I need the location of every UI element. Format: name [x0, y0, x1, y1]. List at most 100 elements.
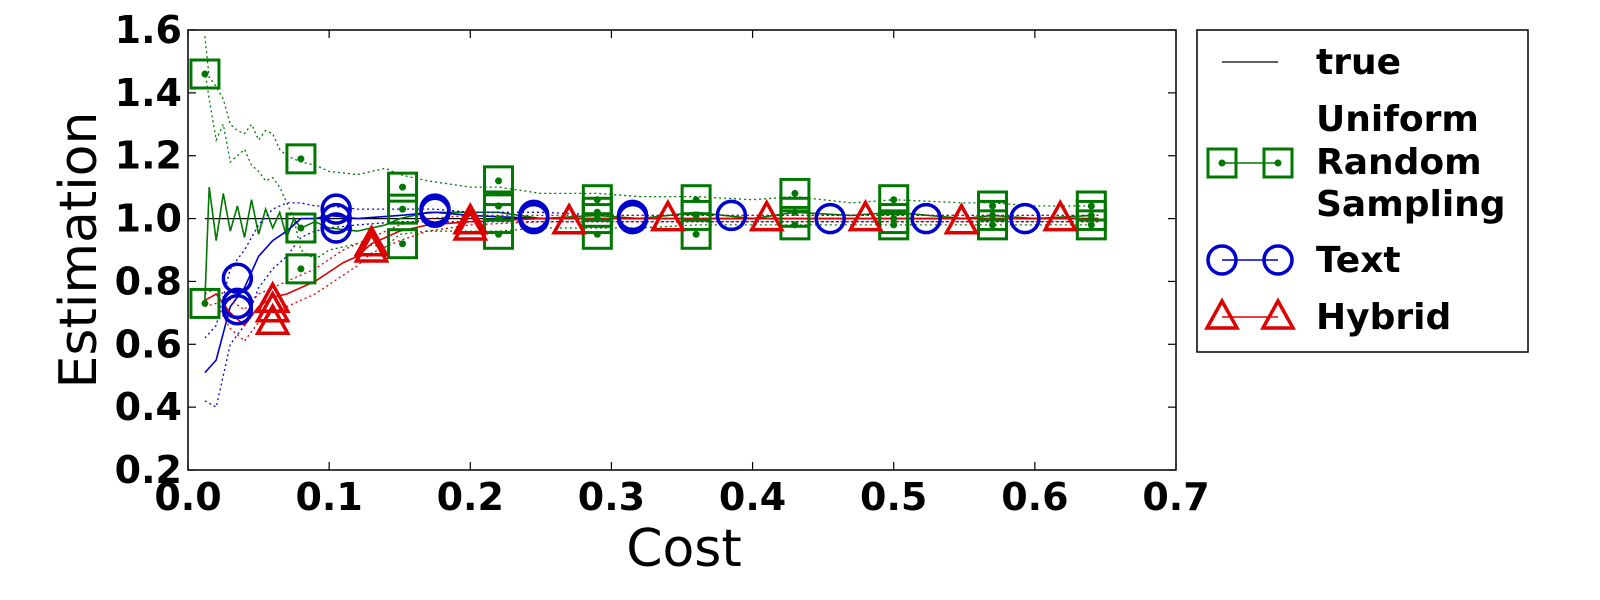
- uniform-random-sampling-marker-30: [1075, 209, 1107, 241]
- uniform-random-sampling-marker-19: [779, 177, 811, 209]
- uniform-random-sampling-marker-19-dot: [791, 189, 799, 197]
- x-tick-label-2: 0.2: [437, 475, 504, 519]
- hybrid-marker-4: [353, 230, 390, 263]
- uniform-random-sampling-marker-28-dot: [1087, 202, 1095, 210]
- text-marker-15: [1009, 202, 1041, 235]
- uniform-random-sampling-marker-22: [878, 184, 910, 216]
- uniform-random-sampling-marker-6-box: [387, 193, 419, 225]
- plot-frame: [187, 29, 1177, 471]
- y-tick-label-3: 0.8: [115, 259, 182, 303]
- legend-marker-uniform-random-sampling-a: [1206, 147, 1238, 179]
- text-marker-3: [320, 193, 352, 225]
- uniform-random-sampling-marker-13-dot: [593, 208, 601, 216]
- uniform-random-sampling-marker-27-box: [977, 209, 1009, 241]
- uniform-random-sampling-marker-23-dot: [890, 215, 898, 223]
- hybrid-marker-8: [649, 198, 686, 232]
- uniform-random-sampling-marker-27-dot: [989, 221, 997, 229]
- legend-label-text: Text: [1316, 240, 1401, 281]
- text-marker-2: [221, 293, 254, 326]
- uniform-random-sampling-marker-0-dot: [201, 70, 209, 78]
- y-axis-label: Estimation: [49, 112, 109, 389]
- y-tick-label-0: 0.2: [115, 448, 182, 492]
- uniform-random-sampling-marker-18: [680, 218, 712, 250]
- uniform-random-sampling-marker-21-dot: [791, 221, 799, 229]
- legend-label-random: Random: [1316, 142, 1482, 183]
- uniform-random-sampling-line: [204, 186, 1092, 301]
- uniform-random-sampling-marker-6-dot: [399, 205, 407, 213]
- x-tick-label-3: 0.3: [578, 475, 645, 519]
- legend-marker-hybrid-b: [1260, 297, 1296, 330]
- text-marker-13: [814, 202, 846, 235]
- hybrid-marker-10: [847, 198, 884, 232]
- uniform-random-sampling-marker-4: [285, 253, 317, 285]
- hybrid-lower-bound: [204, 221, 1099, 343]
- hybrid-marker-9: [748, 198, 785, 232]
- y-tick-label-7: 1.6: [115, 8, 182, 52]
- uniform-random-sampling-marker-4-box: [285, 253, 317, 285]
- uniform-random-sampling-marker-30-dot: [1087, 221, 1095, 229]
- x-axis-label: Cost: [626, 519, 742, 579]
- uniform-random-sampling-marker-0: [189, 58, 221, 90]
- legend: true Uniform Random Sampling Text Hybrid: [1196, 29, 1529, 353]
- text-marker-9: [518, 202, 550, 235]
- uniform-random-sampling-marker-0-box: [189, 58, 221, 90]
- y-tick-label-1: 0.4: [115, 385, 182, 429]
- uniform-random-sampling-marker-8-dot: [495, 177, 503, 185]
- uniform-random-sampling-marker-5-box: [387, 171, 419, 203]
- axes: 0.0 0.1 0.2 0.3 0.4 0.5 0.6 0.7 0.2 0.4 0.6 0.8 1.0 1…: [115, 8, 1210, 519]
- legend-marker-uniform-random-sampling-a-dot: [1218, 159, 1226, 167]
- uniform-random-sampling-marker-24-dot: [890, 221, 898, 229]
- uniform-random-sampling-marker-29-dot: [1087, 211, 1095, 219]
- uniform-random-sampling-upper-bound: [204, 36, 1092, 207]
- legend-marker-text-b: [1262, 244, 1294, 276]
- uniform-random-sampling-marker-25-dot: [989, 202, 997, 210]
- hybrid-marker-7: [551, 202, 588, 235]
- plot-area: [189, 36, 1107, 409]
- text-marker-11: [616, 202, 649, 235]
- uniform-random-sampling-marker-8-box: [483, 165, 515, 197]
- uniform-random-sampling-marker-7: [387, 228, 419, 260]
- uniform-random-sampling-marker-7-dot: [399, 240, 407, 248]
- y-tick-label-4: 1.0: [115, 197, 182, 241]
- uniform-random-sampling-marker-19-box: [779, 177, 811, 209]
- hybrid-marker-0: [254, 280, 291, 314]
- y-tick-label-5: 1.2: [115, 134, 182, 178]
- uniform-random-sampling-marker-7-box: [387, 228, 419, 260]
- hybrid-marker-3: [353, 224, 390, 257]
- uniform-random-sampling-marker-3: [285, 212, 317, 244]
- text-lower-bound: [204, 221, 1099, 409]
- uniform-random-sampling-marker-22-dot: [890, 196, 898, 204]
- y-tick-label-6: 1.4: [115, 71, 182, 115]
- legend-label-sampling: Sampling: [1316, 184, 1506, 225]
- x-tick-label-6: 0.6: [1001, 475, 1068, 519]
- hybrid-marker-12: [1042, 198, 1079, 232]
- uniform-random-sampling-marker-27: [977, 209, 1009, 241]
- uniform-random-sampling-marker-15-dot: [593, 230, 601, 238]
- uniform-random-sampling-marker-2: [285, 143, 317, 175]
- legend-label-hybrid: Hybrid: [1316, 297, 1451, 338]
- x-tick-label-7: 0.7: [1142, 475, 1209, 519]
- uniform-random-sampling-marker-1-dot: [201, 299, 209, 307]
- legend-marker-uniform-random-sampling-b-dot: [1274, 159, 1282, 167]
- x-tick-label-0: 0.0: [154, 475, 221, 519]
- hybrid-marker-5: [452, 202, 489, 235]
- uniform-random-sampling-marker-2-box: [285, 143, 317, 175]
- uniform-random-sampling-marker-17: [680, 199, 712, 231]
- y-tick-label-2: 0.6: [115, 322, 182, 366]
- uniform-random-sampling-marker-11: [483, 218, 515, 250]
- uniform-random-sampling-marker-30-box: [1075, 209, 1107, 241]
- uniform-random-sampling-marker-17-dot: [692, 211, 700, 219]
- hybrid-line: [204, 217, 1099, 327]
- text-marker-5: [320, 212, 352, 244]
- legend-label-uniform: Uniform: [1316, 99, 1479, 140]
- legend-marker-uniform-random-sampling-b: [1262, 147, 1294, 179]
- uniform-random-sampling-marker-3-box: [285, 212, 317, 244]
- hybrid-marker-1: [254, 290, 291, 323]
- legend-marker-text-a: [1206, 244, 1238, 276]
- hybrid-marker-11: [943, 202, 980, 235]
- uniform-random-sampling-marker-15: [581, 218, 613, 250]
- legend-label-true: true: [1316, 42, 1401, 83]
- hybrid-marker-2: [254, 302, 291, 336]
- x-tick-label-4: 0.4: [719, 475, 786, 519]
